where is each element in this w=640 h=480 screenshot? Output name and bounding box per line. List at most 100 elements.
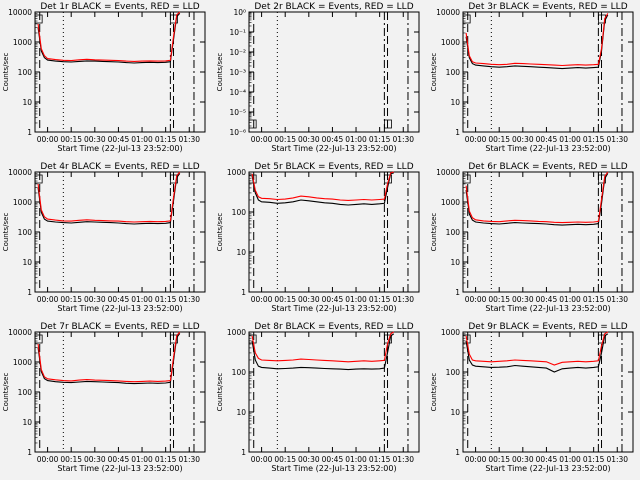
x-tick-label: 00:15 xyxy=(488,295,510,304)
x-tick-label: 00:45 xyxy=(322,295,344,304)
panel-1: Det 1r BLACK = Events, RED = LLD 1 10 100 10… xyxy=(2,2,206,153)
x-tick-label: 00:00 xyxy=(465,295,487,304)
y-tick-label: 10000 xyxy=(8,168,32,177)
interval-marker xyxy=(34,334,43,344)
panel-3: Det 3r BLACK = Events, RED = LLD 1 10 100 10… xyxy=(430,2,634,153)
x-axis-label: Start Time (22-Jul-13 23:52:00) xyxy=(57,304,182,313)
x-tick-label: 00:15 xyxy=(60,295,82,304)
x-tick-label: 00:00 xyxy=(251,455,273,464)
y-tick-label: 100 xyxy=(18,388,33,397)
x-axis-label: Start Time (22-Jul-13 23:52:00) xyxy=(485,464,610,473)
y-tick-label: 1 xyxy=(27,288,32,297)
panel-title: Det 3r BLACK = Events, RED = LLD xyxy=(468,2,627,12)
interval-marker xyxy=(384,119,392,129)
x-tick-label: 01:15 xyxy=(369,135,391,144)
x-tick-label: 00:15 xyxy=(274,135,296,144)
y-tick-label: 1 xyxy=(455,448,460,457)
x-tick-label: 00:30 xyxy=(512,295,534,304)
x-tick-label: 01:30 xyxy=(178,295,200,304)
y-axis-label: Counts/sec xyxy=(2,53,10,92)
y-tick-label: 10000 xyxy=(436,168,460,177)
y-axis-label: Counts/sec xyxy=(430,373,438,412)
x-tick-label: 00:45 xyxy=(536,135,558,144)
panel-7: Det 7r BLACK = Events, RED = LLD 1 10 100 10… xyxy=(2,322,206,473)
x-tick-label: 00:15 xyxy=(274,455,296,464)
y-tick-label: 10⁻² xyxy=(229,48,246,57)
interval-marker xyxy=(170,14,178,24)
x-tick-label: 00:30 xyxy=(84,455,106,464)
x-tick-label: 00:15 xyxy=(488,455,510,464)
y-axis-label: Counts/sec xyxy=(430,53,438,92)
x-axis-label: Start Time (22-Jul-13 23:52:00) xyxy=(485,144,610,153)
series-events-line xyxy=(37,13,181,64)
plot-frame xyxy=(34,331,206,453)
series-lld-line xyxy=(465,331,609,366)
y-tick-label: 10⁻⁶ xyxy=(229,128,246,137)
x-tick-label: 00:00 xyxy=(37,455,59,464)
x-tick-label: 01:00 xyxy=(345,455,367,464)
y-axis-label: Counts/sec xyxy=(2,373,10,412)
x-tick-label: 00:30 xyxy=(84,135,106,144)
interval-marker xyxy=(462,174,471,184)
y-tick-label: 1 xyxy=(455,128,460,137)
series-lld-line xyxy=(251,331,395,363)
series-events-line xyxy=(251,333,395,371)
x-tick-label: 01:30 xyxy=(606,455,628,464)
y-tick-label: 10000 xyxy=(8,8,32,17)
y-axis-label: Counts/sec xyxy=(2,213,10,252)
x-axis-label: Start Time (22-Jul-13 23:52:00) xyxy=(271,304,396,313)
plot-frame xyxy=(462,171,634,293)
x-tick-label: 01:30 xyxy=(178,455,200,464)
y-tick-label: 10 xyxy=(450,408,460,417)
series-lld-line xyxy=(37,331,181,383)
y-tick-label: 1000 xyxy=(227,168,246,177)
x-tick-label: 00:45 xyxy=(108,135,130,144)
series-events-line xyxy=(251,172,394,206)
panel-title: Det 8r BLACK = Events, RED = LLD xyxy=(254,322,413,332)
x-tick-label: 00:30 xyxy=(298,295,320,304)
y-tick-label: 1 xyxy=(455,288,460,297)
series-lld-line xyxy=(37,171,181,223)
x-tick-label: 00:00 xyxy=(465,455,487,464)
plot-frame xyxy=(462,331,634,453)
x-tick-label: 00:00 xyxy=(251,295,273,304)
interval-marker xyxy=(248,119,257,129)
plot-frame xyxy=(462,11,634,133)
x-tick-label: 00:00 xyxy=(37,135,59,144)
series-lld-line xyxy=(37,11,181,62)
x-tick-label: 00:30 xyxy=(84,295,106,304)
x-tick-label: 01:00 xyxy=(131,455,153,464)
x-tick-label: 00:15 xyxy=(60,135,82,144)
x-axis-label: Start Time (22-Jul-13 23:52:00) xyxy=(57,464,182,473)
y-tick-label: 1000 xyxy=(13,358,32,367)
x-tick-label: 00:15 xyxy=(274,295,296,304)
y-tick-label: 1 xyxy=(241,288,246,297)
y-tick-label: 100 xyxy=(18,68,33,77)
x-tick-label: 01:15 xyxy=(583,135,605,144)
x-tick-label: 01:30 xyxy=(392,135,414,144)
plot-frame xyxy=(248,11,420,133)
y-axis-label: Counts/sec xyxy=(216,373,224,412)
interval-marker xyxy=(462,14,471,24)
y-tick-label: 1 xyxy=(241,448,246,457)
x-tick-label: 00:15 xyxy=(488,135,510,144)
x-tick-label: 01:00 xyxy=(559,455,581,464)
y-tick-label: 10⁻¹ xyxy=(229,28,246,37)
x-tick-label: 00:45 xyxy=(322,455,344,464)
y-tick-label: 10 xyxy=(236,248,246,257)
y-tick-label: 1 xyxy=(27,128,32,137)
x-tick-label: 01:30 xyxy=(606,135,628,144)
plot-frame xyxy=(34,171,206,293)
x-tick-label: 01:15 xyxy=(155,295,177,304)
series-lld-line xyxy=(465,171,609,224)
x-tick-label: 00:30 xyxy=(298,455,320,464)
y-tick-label: 10⁻³ xyxy=(229,68,246,77)
panel-title: Det 1r BLACK = Events, RED = LLD xyxy=(40,2,199,12)
y-axis-label: Counts/sec xyxy=(216,213,224,252)
panel-title: Det 4r BLACK = Events, RED = LLD xyxy=(40,162,199,172)
panel-9: Det 9r BLACK = Events, RED = LLD 1 10 100 10… xyxy=(430,322,634,473)
y-tick-label: 10⁻⁵ xyxy=(229,108,246,117)
x-tick-label: 01:30 xyxy=(606,295,628,304)
plot-frame xyxy=(248,171,420,293)
